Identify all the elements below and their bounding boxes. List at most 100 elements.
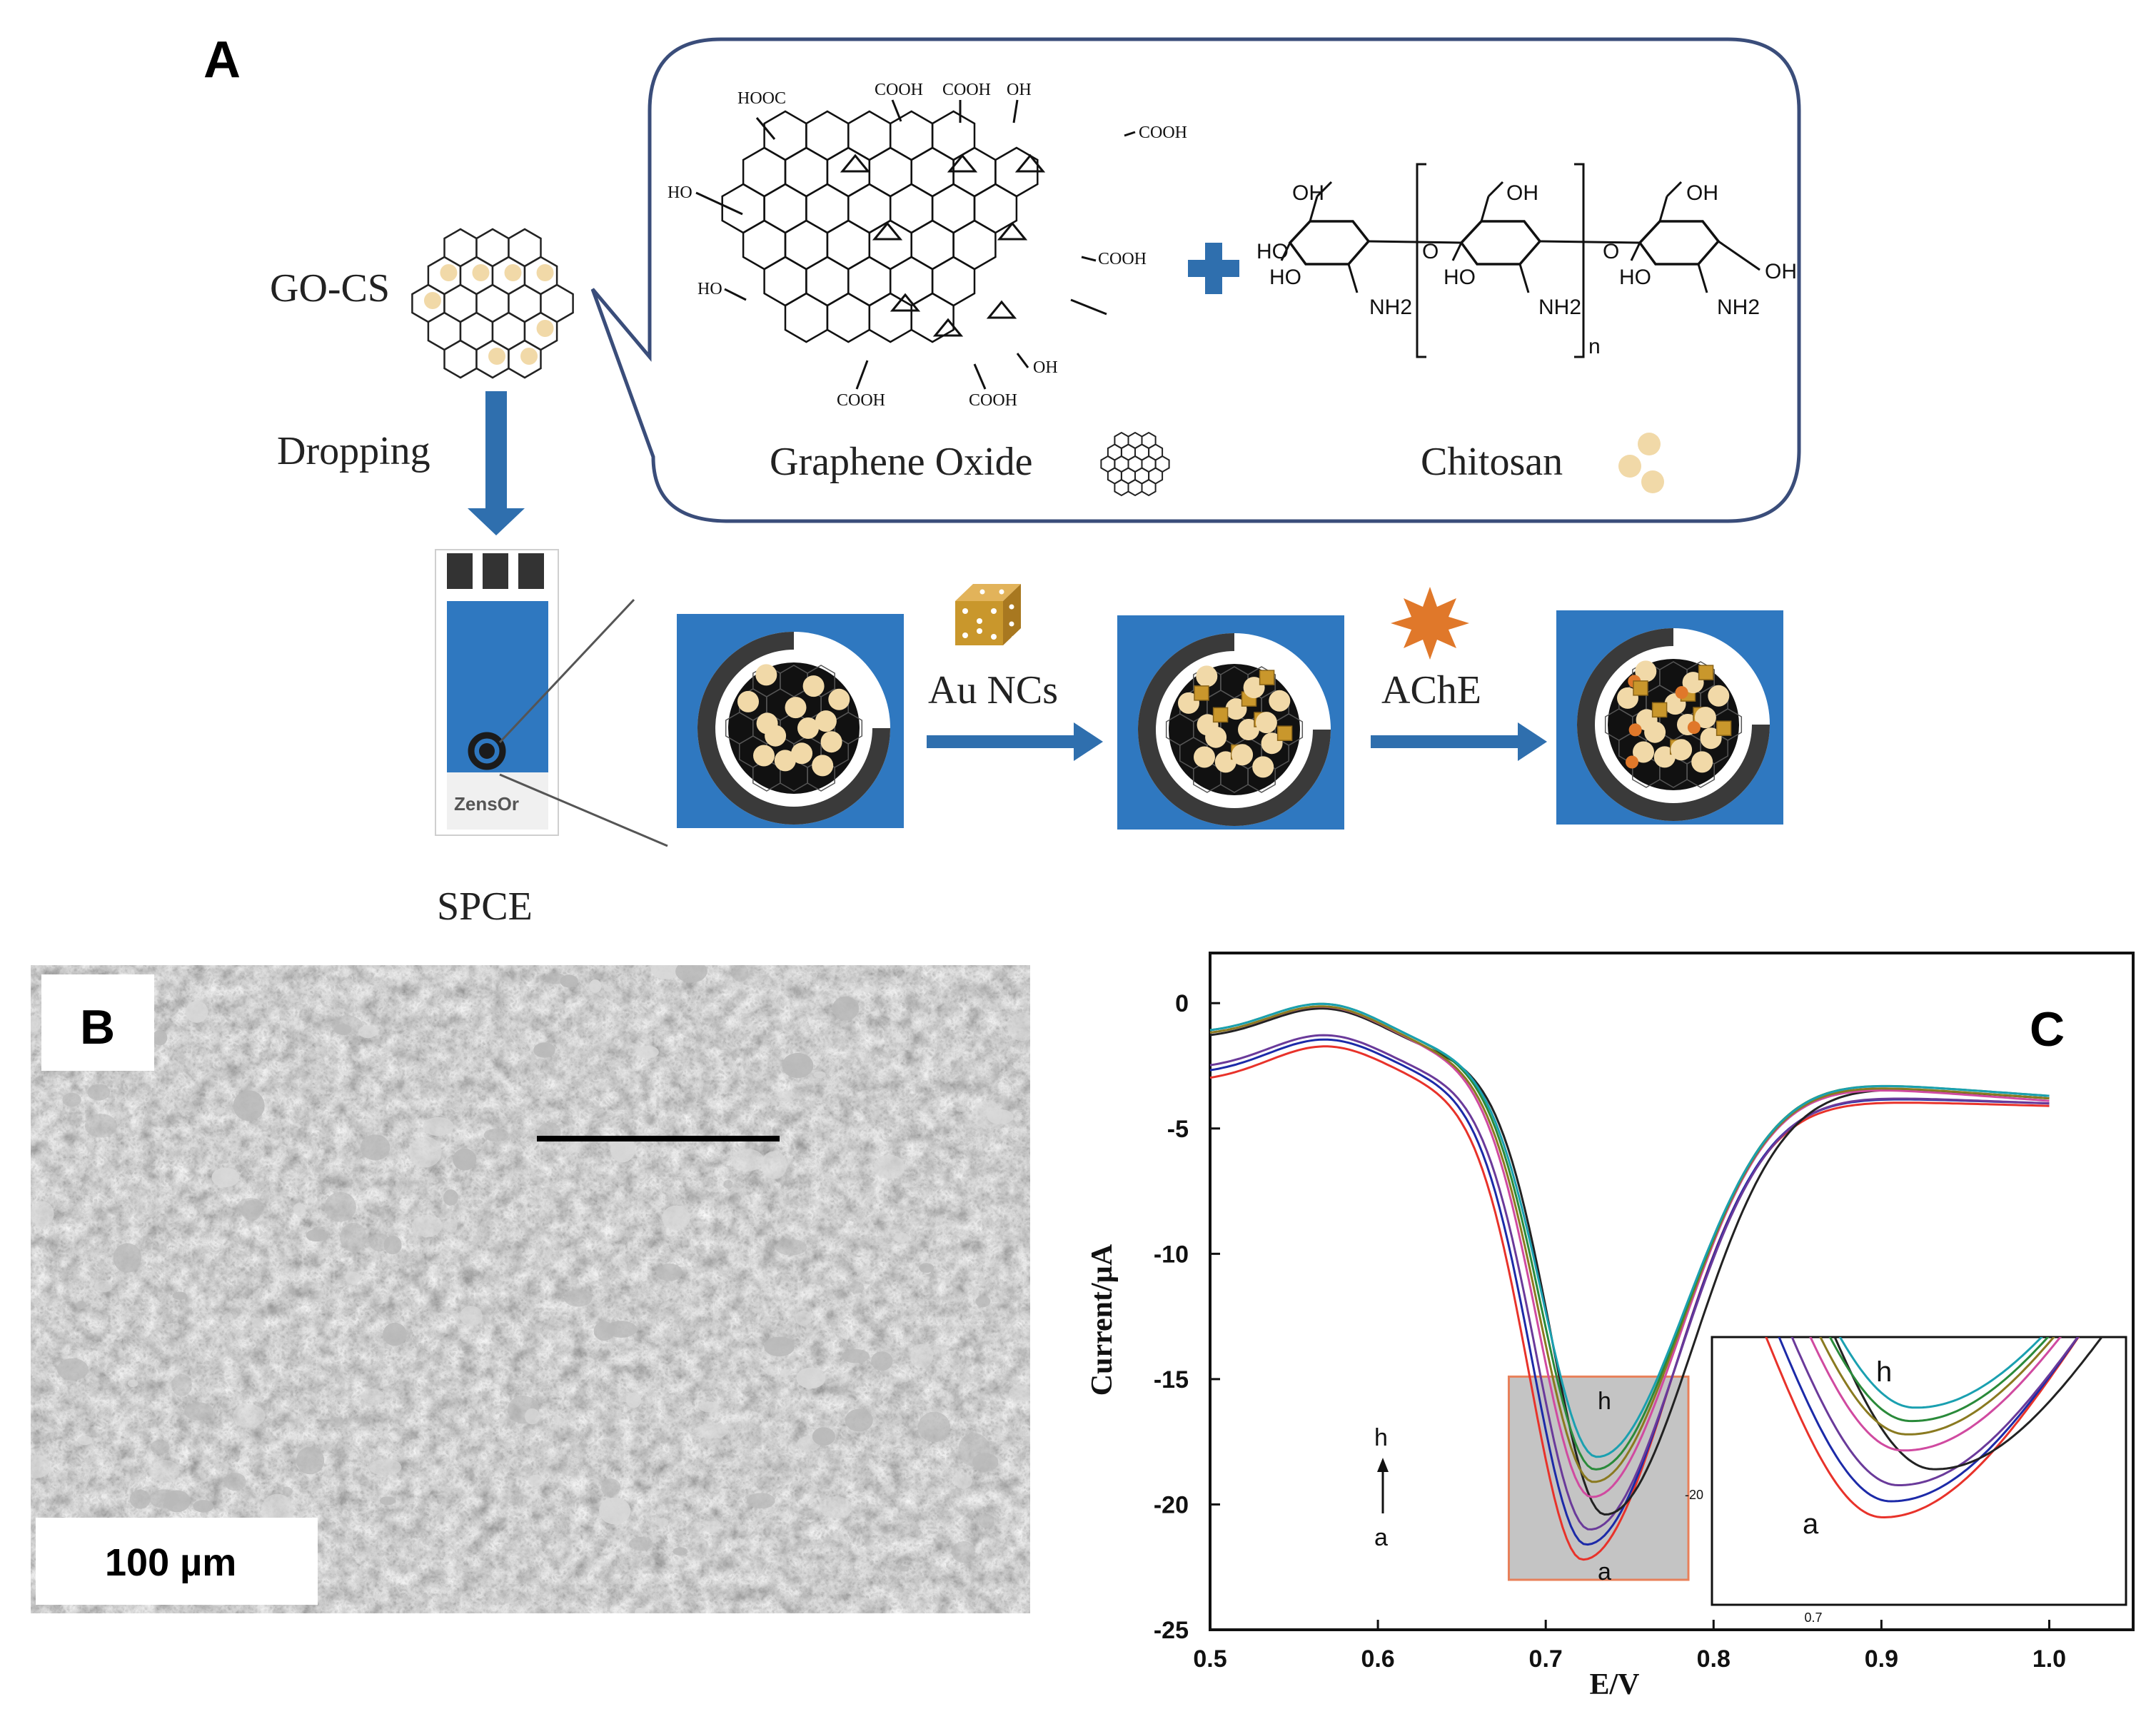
inset-frame xyxy=(1711,1336,2127,1606)
sem-flake xyxy=(31,1455,51,1478)
sem-flake xyxy=(483,1128,509,1142)
go-bond xyxy=(1016,353,1029,368)
sem-flake xyxy=(296,1446,325,1475)
cs-bond xyxy=(1697,263,1708,293)
au-nc-cube-icon xyxy=(955,584,1021,645)
direction-arrow-head xyxy=(1377,1458,1389,1472)
electrode-go-cs xyxy=(677,614,904,828)
sem-flake xyxy=(675,965,707,983)
go-cs-chitosan-dot xyxy=(440,264,458,281)
cs-bond xyxy=(1487,181,1504,198)
sem-flake xyxy=(972,1099,1002,1129)
go-epoxide xyxy=(947,153,978,173)
go-cs-chitosan-dot xyxy=(504,264,522,281)
sem-flake xyxy=(603,985,613,992)
go-cs-label: GO-CS xyxy=(270,266,390,311)
sem-flake xyxy=(361,1388,385,1403)
sem-flake xyxy=(56,1358,89,1381)
sem-flake xyxy=(975,1296,991,1308)
chitosan-dot xyxy=(753,745,775,767)
ache-enzyme xyxy=(1687,721,1701,735)
chitosan-dot xyxy=(774,750,796,772)
chitosan-dot xyxy=(802,675,825,697)
panel-a-label: A xyxy=(203,31,241,89)
arrow-bottom-label: a xyxy=(1374,1524,1388,1551)
chitosan-dot xyxy=(815,710,837,732)
sem-flake xyxy=(919,1263,935,1273)
sem-flake xyxy=(545,973,567,984)
y-tick-label: -15 xyxy=(1154,1366,1189,1393)
sem-flake xyxy=(369,1233,391,1251)
sem-flake xyxy=(324,1191,356,1222)
inset-series-line-h xyxy=(1838,1337,2043,1409)
cs-ho-1b: HO xyxy=(1269,266,1301,289)
chart-area: 0.5 0.6 0.7 0.8 0.9 1.0 0 -5 -10 -15 -20 -25 E/V Curr… xyxy=(1086,952,2135,1701)
sem-flake xyxy=(845,1408,873,1432)
chitosan-dot xyxy=(1708,685,1730,707)
panel-c: 0.5 0.6 0.7 0.8 0.9 1.0 0 -5 -10 -15 -20 -25 E/V Curr… xyxy=(1086,952,2135,1701)
sem-flake xyxy=(193,1500,214,1513)
sem-flake xyxy=(423,1116,454,1136)
cs-ho-3: HO xyxy=(1619,266,1651,289)
zoom-line-top xyxy=(498,598,635,744)
go-cooh-2: COOH xyxy=(942,81,991,99)
sem-flake xyxy=(952,1541,975,1563)
sem-flake xyxy=(233,1090,265,1121)
go-epoxide xyxy=(890,293,921,312)
chitosan-dot xyxy=(1635,660,1657,682)
x-tick-label: 0.7 xyxy=(1529,1645,1563,1673)
cs-ho-2: HO xyxy=(1444,266,1476,289)
cs-oh-2: OH xyxy=(1506,181,1538,205)
y-tick-label: 0 xyxy=(1175,990,1189,1017)
sem-flake xyxy=(306,1229,327,1242)
sem-flake xyxy=(460,1306,483,1326)
go-epoxide xyxy=(932,318,964,337)
go-cs-hex-cell xyxy=(540,283,574,323)
sem-flake xyxy=(1007,1012,1030,1042)
cs-oh-3b: OH xyxy=(1765,260,1797,283)
go-cooh-bottom-1: COOH xyxy=(837,391,885,410)
inset-bottom-label: a xyxy=(1803,1508,1819,1540)
sem-flake xyxy=(673,1547,688,1556)
sem-flake xyxy=(626,1392,642,1408)
au-nc-cube xyxy=(1212,707,1229,723)
sem-flake xyxy=(148,1460,180,1482)
sem-flake xyxy=(795,1310,812,1326)
inset-curves xyxy=(1765,1337,2103,1519)
sem-flake xyxy=(918,1411,950,1443)
go-bond xyxy=(1012,99,1019,123)
sem-flake xyxy=(345,1271,361,1284)
dropping-arrow-shaft xyxy=(485,391,507,509)
go-cs-hex-icon xyxy=(411,228,574,379)
inset-series-line-d xyxy=(1833,1337,2103,1471)
go-bond xyxy=(855,360,869,390)
sem-micrograph xyxy=(31,965,1030,1613)
go-cs-chitosan-dot xyxy=(536,320,554,337)
sem-flake xyxy=(656,1263,682,1281)
go-cooh-bottom-2: COOH xyxy=(969,391,1017,410)
go-bond xyxy=(755,117,776,140)
sem-flake xyxy=(723,1179,733,1189)
ache-enzyme xyxy=(1628,723,1642,737)
sem-flake xyxy=(775,1239,807,1256)
spce-electrode: ZensOr xyxy=(435,549,559,836)
sem-flake xyxy=(782,1052,814,1079)
ache-enzyme xyxy=(1675,686,1688,700)
chitosan-dot xyxy=(1269,690,1291,712)
electrode-ache xyxy=(1556,610,1783,825)
au-nc-cube xyxy=(1698,665,1714,680)
sem-flake xyxy=(871,1351,893,1371)
sem-flake xyxy=(610,1135,635,1163)
x-tick-label: 0.5 xyxy=(1193,1645,1226,1673)
chitosan-dot xyxy=(765,725,787,747)
panel-c-label: C xyxy=(2030,1002,2065,1057)
sem-flake xyxy=(635,1608,646,1613)
sem-flake xyxy=(589,979,602,993)
sem-flake xyxy=(76,1301,86,1309)
graphene-oxide-label: Graphene Oxide xyxy=(770,440,1033,484)
inset-series-line-e xyxy=(1809,1337,2062,1452)
au-nc-cube xyxy=(1651,702,1668,718)
sem-flake xyxy=(910,1344,934,1368)
chitosan-dot xyxy=(1252,756,1274,778)
